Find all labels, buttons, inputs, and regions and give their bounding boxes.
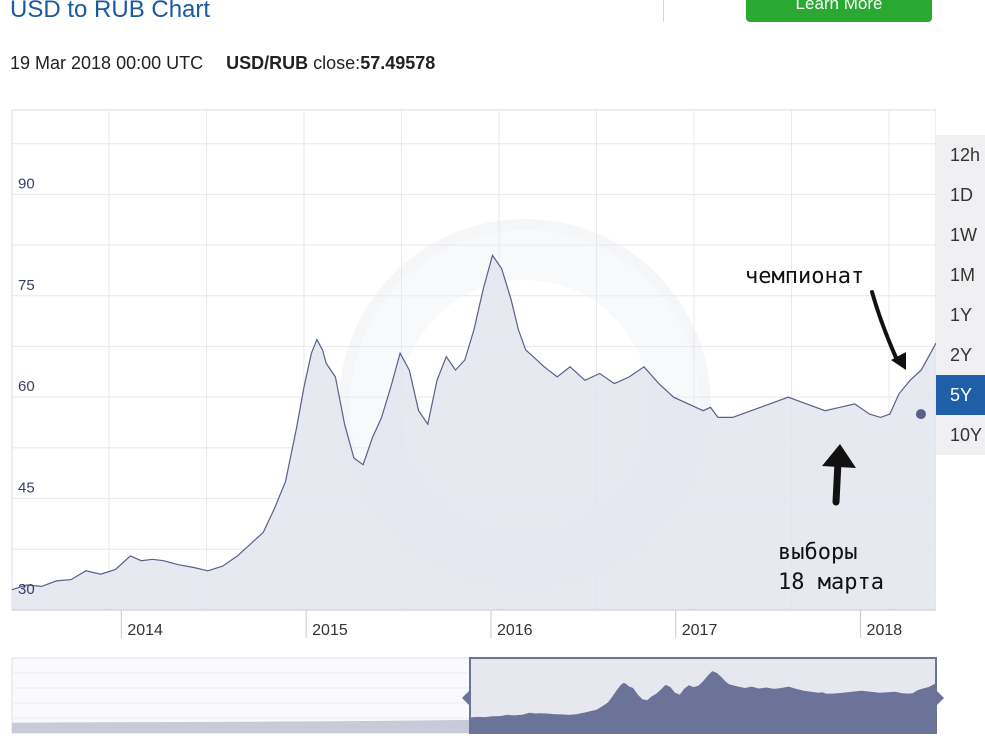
range-button-12h[interactable]: 12h	[936, 135, 985, 175]
x-tick-label: 2016	[497, 622, 533, 639]
navigator-area-right	[470, 671, 936, 733]
price-line	[11, 253, 936, 591]
quote-close-label: close:	[313, 53, 361, 73]
range-button-1w[interactable]: 1W	[936, 215, 985, 255]
range-button-2y[interactable]: 2Y	[936, 335, 985, 375]
range-button-1d[interactable]: 1D	[936, 175, 985, 215]
range-selector: 12h 1D 1W 1M 1Y 2Y 5Y 10Y	[936, 135, 985, 455]
quote-pair: USD/RUB	[226, 53, 309, 73]
range-button-5y[interactable]: 5Y	[936, 375, 985, 415]
learn-more-button[interactable]: Learn More	[746, 0, 932, 22]
range-button-10y[interactable]: 10Y	[936, 415, 985, 455]
navigator-handle-left[interactable]	[462, 690, 470, 706]
y-tick-label: 45	[18, 480, 35, 497]
x-tick-label: 2017	[682, 622, 718, 639]
quote-line: 19 Mar 2018 00:00 UTC USD/RUB close:57.4…	[10, 53, 435, 74]
y-tick-label: 30	[18, 581, 35, 598]
x-tick-label: 2014	[127, 622, 163, 639]
x-tick-label: 2018	[867, 622, 903, 639]
y-tick-label: 75	[18, 277, 35, 294]
price-chart[interactable]: 30 45 60 75 90 2014 2015 2016 2017 2018	[0, 100, 936, 645]
annotation-championship: чемпионат	[745, 264, 865, 289]
header-divider	[663, 0, 664, 22]
annotation-elections-line1: выборы	[778, 540, 858, 565]
elections-arrow-icon	[822, 444, 856, 506]
quote-close-value: 57.49578	[360, 53, 436, 73]
navigator-chart[interactable]	[0, 655, 945, 755]
highlighted-point[interactable]	[915, 409, 926, 420]
y-tick-label: 60	[18, 378, 35, 395]
quote-timestamp: 19 Mar 2018 00:00 UTC	[10, 53, 204, 73]
x-axis: 2014 2015 2016 2017 2018	[12, 609, 936, 639]
range-button-1y[interactable]: 1Y	[936, 295, 985, 335]
championship-arrow-icon	[870, 290, 906, 370]
annotation-elections-line2: 18 марта	[778, 570, 884, 595]
navigator-area-left	[12, 719, 470, 733]
x-tick-label: 2015	[312, 622, 348, 639]
range-button-1m[interactable]: 1M	[936, 255, 985, 295]
navigator-handle-right[interactable]	[936, 690, 944, 706]
page-title: USD to RUB Chart	[10, 0, 211, 23]
price-area	[12, 255, 936, 611]
y-axis: 30 45 60 75 90	[18, 175, 35, 597]
y-tick-label: 90	[18, 175, 35, 192]
